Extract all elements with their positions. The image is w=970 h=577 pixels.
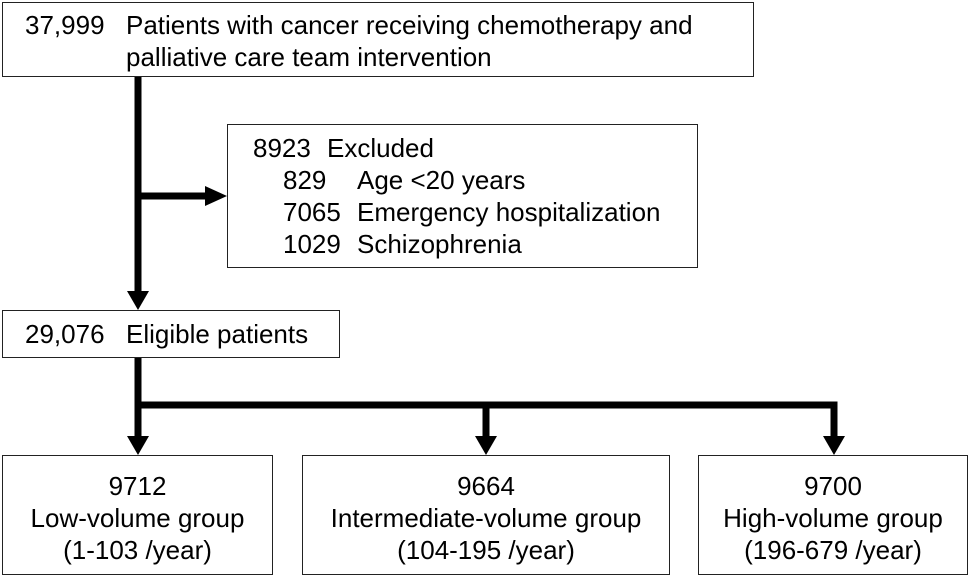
high-group-arrowhead <box>823 436 845 455</box>
eligible-arrowhead <box>127 291 149 310</box>
low-volume-group-box: 9712 Low-volume group (1-103 /year) <box>2 455 273 575</box>
total-label-line2: palliative care team intervention <box>126 42 492 72</box>
eligible-patients-box: 29,076 Eligible patients <box>2 310 340 358</box>
group-count: 9712 <box>108 471 167 501</box>
exclusion-item-count: 1029 <box>283 229 341 259</box>
group-range: (104-195 /year) <box>397 535 575 565</box>
total-count: 37,999 <box>25 10 105 40</box>
excluded-count: 8923 <box>253 133 311 163</box>
high-volume-group-box: 9700 High-volume group (196-679 /year) <box>698 455 968 575</box>
excluded-label: Excluded <box>327 133 434 163</box>
group-label: High-volume group <box>723 503 943 533</box>
exclusion-arrowhead <box>205 186 227 206</box>
group-count: 9664 <box>457 471 515 501</box>
mid-group-arrowhead <box>475 436 497 455</box>
exclusion-item-emergency: 7065 Emergency hospitalization <box>253 196 697 228</box>
group-count: 9700 <box>804 471 862 501</box>
exclusion-item-label: Emergency hospitalization <box>357 197 661 227</box>
group-label: Intermediate-volume group <box>330 503 642 533</box>
intermediate-volume-group-box: 9664 Intermediate-volume group (104-195 … <box>302 455 670 575</box>
exclusion-item-label: Schizophrenia <box>357 229 522 259</box>
exclusion-item-age: 829 Age <20 years <box>253 164 697 196</box>
eligible-label: Eligible patients <box>126 319 309 349</box>
total-label-line1: Patients with cancer receiving chemother… <box>126 10 693 40</box>
total-patients-box: 37,999 Patients with cancer receiving che… <box>2 2 754 77</box>
exclusion-item-label: Age <20 years <box>357 165 526 195</box>
excluded-box: 8923 Excluded 829 Age <20 years 7065 Emerge… <box>227 124 698 268</box>
group-range: (1-103 /year) <box>63 535 212 565</box>
group-label: Low-volume group <box>30 503 245 533</box>
low-group-arrowhead <box>127 436 149 455</box>
group-range: (196-679 /year) <box>744 535 922 565</box>
exclusion-item-count: 829 <box>283 165 327 195</box>
exclusion-item-count: 7065 <box>283 197 341 227</box>
exclusion-item-schizophrenia: 1029 Schizophrenia <box>253 228 697 260</box>
eligible-count: 29,076 <box>25 319 105 349</box>
